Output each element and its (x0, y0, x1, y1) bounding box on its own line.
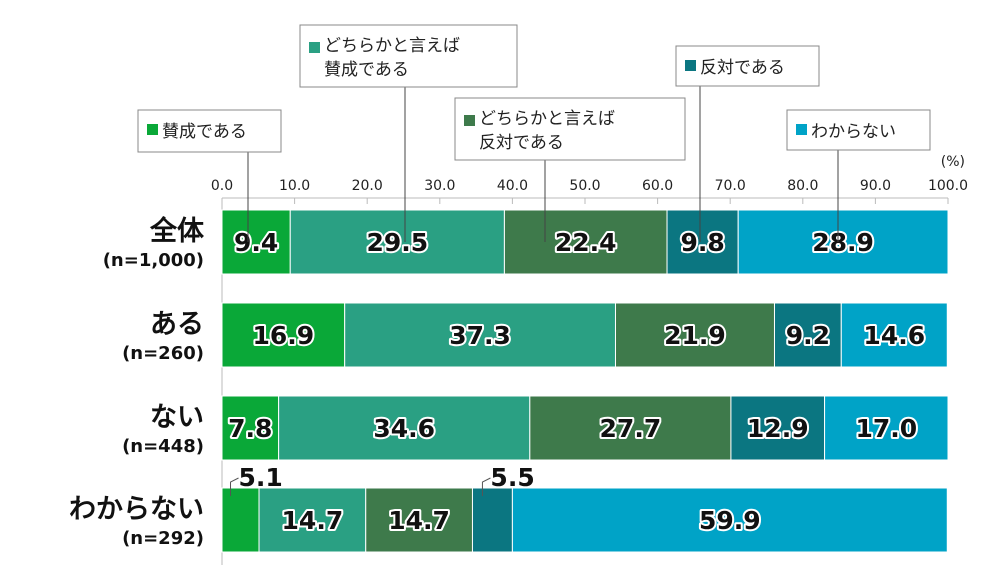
data-label: 7.8 (228, 414, 272, 443)
data-label: 59.9 (699, 506, 761, 535)
data-label: 9.8 (680, 228, 724, 257)
data-label: 29.5 (366, 228, 428, 257)
legend-swatch (309, 42, 320, 53)
x-tick-label: 30.0 (424, 178, 455, 194)
legend-box (675, 45, 820, 87)
bar-segment (529, 395, 732, 461)
data-label: 14.7 (388, 506, 450, 535)
data-label: 14.7 (282, 506, 344, 535)
legend-label: 反対である (700, 58, 785, 78)
legend-box (786, 109, 931, 151)
x-tick-label: 80.0 (787, 178, 818, 194)
data-label: 12.9 (747, 414, 809, 443)
legend-label: 反対である (479, 133, 564, 153)
bar-segment (471, 487, 513, 553)
data-label: 21.9 (664, 321, 726, 350)
category-n-label: (n=448) (122, 436, 204, 457)
bar-segment (737, 209, 949, 275)
bar-segment (511, 487, 948, 553)
bar-segment (258, 487, 367, 553)
x-tick-label: 70.0 (715, 178, 746, 194)
data-label: 22.4 (555, 228, 617, 257)
data-label-leader (230, 477, 239, 496)
bar-segment (221, 395, 280, 461)
bar-segment (666, 209, 739, 275)
unit-label: (%) (941, 154, 965, 170)
x-tick-label: 0.0 (211, 178, 233, 194)
legend-box (454, 97, 686, 161)
bar-segment (730, 395, 826, 461)
data-label: 37.3 (449, 321, 511, 350)
data-label: 9.4 (234, 228, 278, 257)
legend-label: 賛成である (162, 122, 247, 142)
category-label: わからない (69, 494, 204, 525)
x-tick-label: 60.0 (642, 178, 673, 194)
bar-segment (503, 209, 668, 275)
category-label: ない (150, 402, 204, 433)
category-n-label: (n=1,000) (103, 250, 204, 271)
legend-label: どちらかと言えば (324, 36, 460, 56)
legend-swatch (147, 124, 158, 135)
x-tick-label: 100.0 (928, 178, 968, 194)
bar-segment (840, 302, 948, 368)
category-label: ある (150, 309, 204, 340)
bar-segment (221, 487, 260, 553)
data-label: 28.9 (812, 228, 874, 257)
data-label: 27.7 (600, 414, 662, 443)
category-n-label: (n=292) (122, 528, 204, 549)
legend-swatch (796, 124, 807, 135)
data-label: 9.2 (786, 321, 830, 350)
bar-segment (365, 487, 473, 553)
data-label: 14.6 (863, 321, 925, 350)
data-label: 17.0 (855, 414, 917, 443)
bar-segment (289, 209, 505, 275)
bar-segment (344, 302, 616, 368)
x-tick-label: 50.0 (569, 178, 600, 194)
x-tick-label: 40.0 (497, 178, 528, 194)
bar-segment (824, 395, 949, 461)
legend-label: わからない (811, 122, 896, 142)
legend-label: どちらかと言えば (479, 109, 615, 129)
bar-segment (221, 302, 346, 368)
category-n-label: (n=260) (122, 343, 204, 364)
bar-segment (221, 209, 291, 275)
legend-box (299, 24, 518, 88)
legend-swatch (685, 60, 696, 71)
x-tick-label: 90.0 (860, 178, 891, 194)
category-label: 全体 (149, 215, 205, 247)
data-label: 34.6 (373, 414, 435, 443)
data-label-leader (481, 477, 491, 496)
legend-box (137, 109, 282, 153)
legend-label: 賛成である (324, 60, 409, 80)
legend-swatch (464, 115, 475, 126)
x-tick-label: 10.0 (279, 178, 310, 194)
x-tick-label: 20.0 (352, 178, 383, 194)
bar-segment (773, 302, 842, 368)
data-label: 16.9 (253, 321, 315, 350)
bar-segment (278, 395, 531, 461)
